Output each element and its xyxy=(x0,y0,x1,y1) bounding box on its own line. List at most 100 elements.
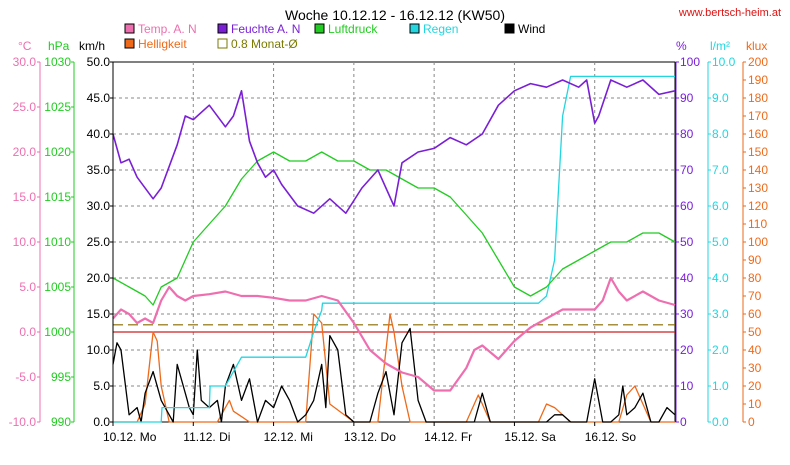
wind-tick-label: 10.0 xyxy=(87,343,111,357)
wind-tick-label: 40.0 xyxy=(87,127,111,141)
humidity-tick-label: 30 xyxy=(680,307,694,321)
wind-tick-label: 35.0 xyxy=(87,163,111,177)
humidity-tick-label: 40 xyxy=(680,271,694,285)
rain-tick-label: 5.0 xyxy=(712,235,729,249)
pressure-tick-label: 1025 xyxy=(44,100,71,114)
temp-tick-label: 30.0 xyxy=(13,55,37,69)
light-tick-label: 20 xyxy=(748,379,762,393)
x-tick-label: 10.12. Mo xyxy=(103,430,157,444)
axes: 10.12. Mo 11.12. Di 12.12. Mi 13.12. Do 14.1… xyxy=(9,39,769,444)
light-tick-label: 120 xyxy=(748,199,768,213)
light-tick-label: 150 xyxy=(748,145,768,159)
pressure-tick-label: 1015 xyxy=(44,190,71,204)
rain-tick-label: 10.0 xyxy=(712,55,736,69)
rain-tick-label: 9.0 xyxy=(712,91,729,105)
legend-label: Wind xyxy=(518,22,545,36)
humidity-unit: % xyxy=(676,39,687,53)
temp-tick-label: 25.0 xyxy=(13,100,37,114)
temp-tick-label: 5.0 xyxy=(19,280,36,294)
wind-tick-label: 5.0 xyxy=(93,379,110,393)
temp-unit: °C xyxy=(18,39,32,53)
x-tick-label: 12.12. Mi xyxy=(264,430,313,444)
light-tick-label: 60 xyxy=(748,307,762,321)
legend-label: Regen xyxy=(423,22,458,36)
humidity-tick-label: 100 xyxy=(680,55,700,69)
light-tick-label: 100 xyxy=(748,235,768,249)
rain-tick-label: 0.0 xyxy=(712,415,729,429)
x-tick-label: 15.12. Sa xyxy=(504,430,556,444)
rain-tick-label: 2.0 xyxy=(712,343,729,357)
pressure-tick-label: 1020 xyxy=(44,145,71,159)
series-line-feuchte-a-n xyxy=(112,79,676,214)
light-tick-label: 0 xyxy=(748,415,755,429)
humidity-tick-label: 60 xyxy=(680,199,694,213)
legend-label: Helligkeit xyxy=(138,37,187,51)
rain-tick-label: 3.0 xyxy=(712,307,729,321)
humidity-tick-label: 80 xyxy=(680,127,694,141)
rain-tick-label: 6.0 xyxy=(712,199,729,213)
light-tick-label: 70 xyxy=(748,289,762,303)
legend-label: 0.8 Monat-Ø xyxy=(231,37,298,51)
pressure-unit: hPa xyxy=(48,39,70,53)
light-tick-label: 160 xyxy=(748,127,768,141)
pressure-tick-label: 1000 xyxy=(44,325,71,339)
humidity-tick-label: 0 xyxy=(680,415,687,429)
rain-tick-label: 7.0 xyxy=(712,163,729,177)
wind-tick-label: 50.0 xyxy=(87,55,111,69)
x-tick-label: 13.12. Do xyxy=(344,430,396,444)
light-tick-label: 90 xyxy=(748,253,762,267)
wind-tick-label: 0.0 xyxy=(93,415,110,429)
x-tick-label: 11.12. Di xyxy=(183,430,230,444)
x-tick-label: 16.12. So xyxy=(585,430,637,444)
light-tick-label: 50 xyxy=(748,325,762,339)
light-tick-label: 40 xyxy=(748,343,762,357)
humidity-tick-label: 50 xyxy=(680,235,694,249)
light-tick-label: 170 xyxy=(748,109,768,123)
legend-swatch xyxy=(314,23,325,34)
light-tick-label: 10 xyxy=(748,397,762,411)
pressure-tick-label: 1010 xyxy=(44,235,71,249)
wind-tick-label: 25.0 xyxy=(87,235,111,249)
light-tick-label: 110 xyxy=(748,217,767,231)
pressure-tick-label: 990 xyxy=(51,415,71,429)
light-tick-label: 130 xyxy=(748,181,768,195)
temp-tick-label: 10.0 xyxy=(13,235,37,249)
humidity-tick-label: 10 xyxy=(680,379,694,393)
light-tick-label: 30 xyxy=(748,361,762,375)
light-tick-label: 190 xyxy=(748,73,768,87)
temp-tick-label: -10.0 xyxy=(9,415,37,429)
chart-title: Woche 10.12.12 - 16.12.12 (KW50) xyxy=(285,7,505,23)
temp-tick-label: 15.0 xyxy=(13,190,37,204)
legend-swatch xyxy=(409,23,420,34)
legend-swatch xyxy=(504,23,515,34)
rain-tick-label: 8.0 xyxy=(712,127,729,141)
pressure-tick-label: 1005 xyxy=(44,280,71,294)
light-unit: klux xyxy=(746,39,767,53)
legend-swatch xyxy=(217,38,228,49)
rain-tick-label: 1.0 xyxy=(712,379,729,393)
legend-swatch xyxy=(124,38,135,49)
temp-tick-label: -5.0 xyxy=(15,370,36,384)
wind-tick-label: 15.0 xyxy=(87,307,111,321)
light-tick-label: 140 xyxy=(748,163,768,177)
series xyxy=(112,75,676,423)
humidity-tick-label: 90 xyxy=(680,91,694,105)
wind-tick-label: 20.0 xyxy=(87,271,111,285)
temp-tick-label: 20.0 xyxy=(13,145,37,159)
legend-label: Temp. A. N xyxy=(138,22,197,36)
series-line-regen xyxy=(113,75,675,423)
light-tick-label: 200 xyxy=(748,55,768,69)
site-link[interactable]: www.bertsch-heim.at xyxy=(678,7,781,19)
x-tick-label: 14.12. Fr xyxy=(424,430,472,444)
series-line-wind xyxy=(112,327,676,423)
rain-tick-label: 4.0 xyxy=(712,271,729,285)
pressure-tick-label: 995 xyxy=(51,370,71,384)
series-line-temp-a-n xyxy=(112,276,676,392)
humidity-tick-label: 20 xyxy=(680,343,694,357)
light-tick-label: 180 xyxy=(748,91,768,105)
wind-tick-label: 45.0 xyxy=(87,91,111,105)
legend-label: Feuchte A. N xyxy=(231,22,300,36)
wind-unit: km/h xyxy=(79,39,105,53)
